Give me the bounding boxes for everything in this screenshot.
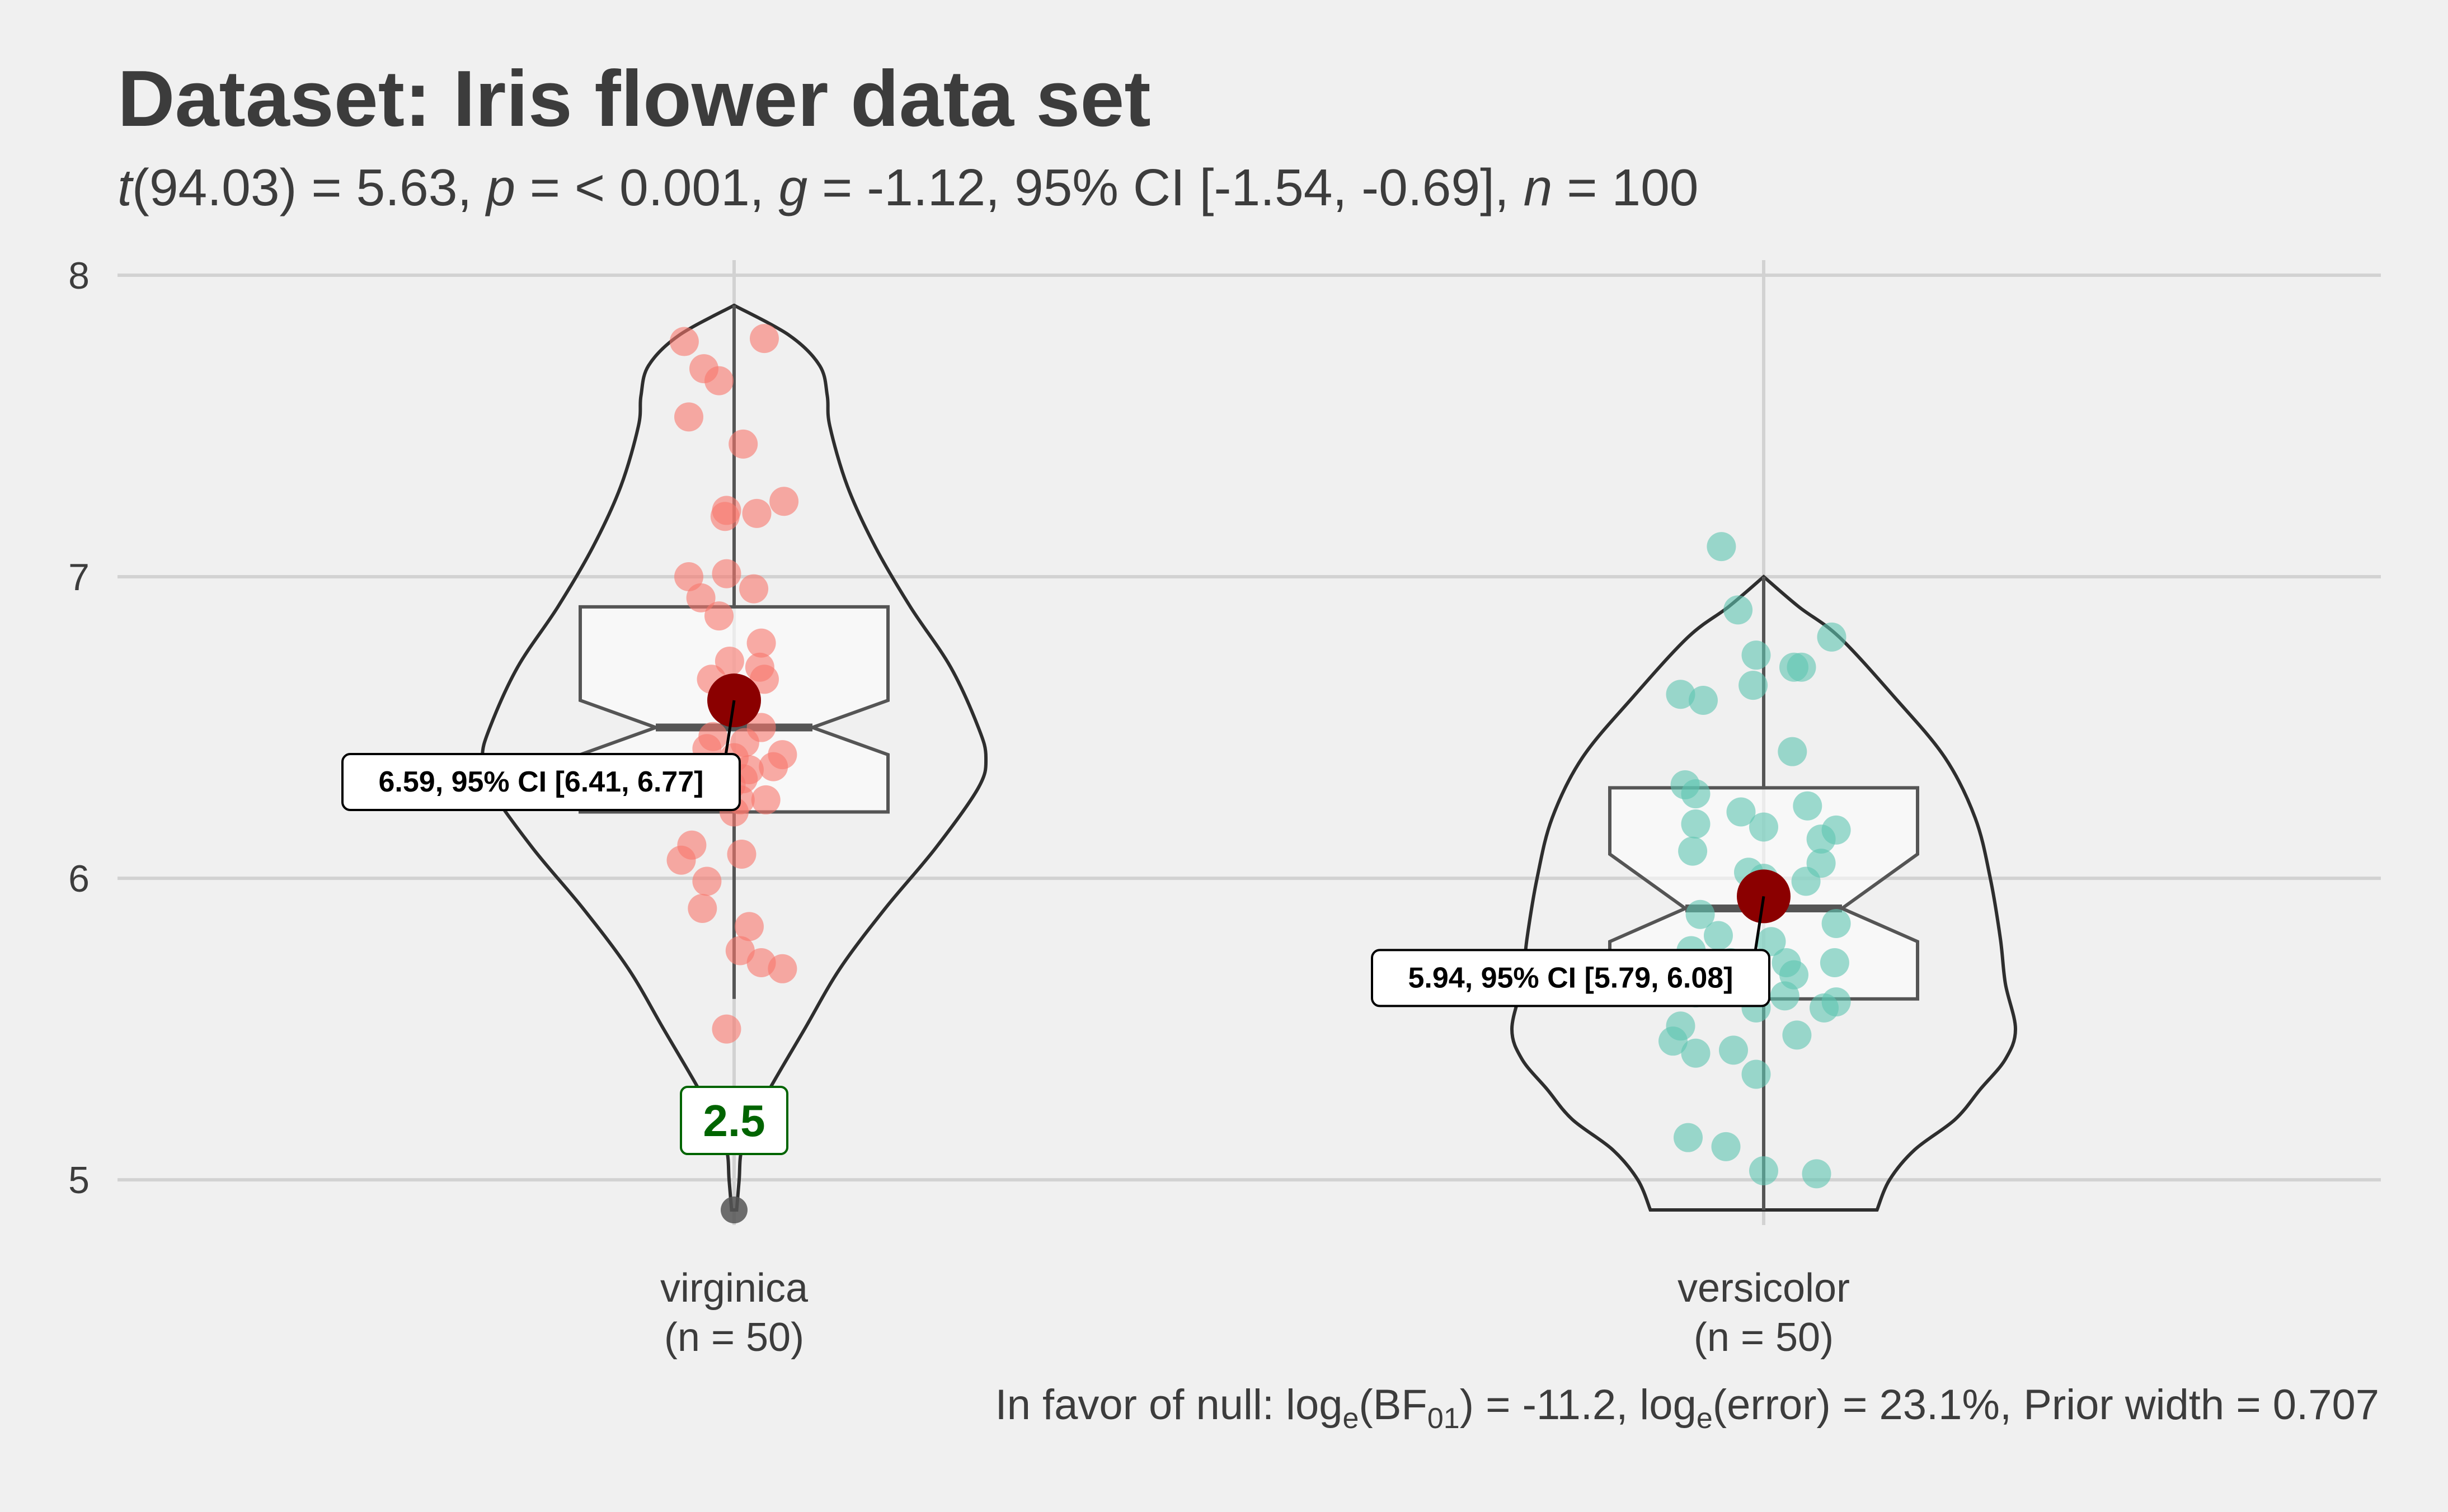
- t-value: (94.03) = 5.63,: [131, 158, 487, 216]
- caption-sub-e2: e: [1696, 1402, 1713, 1435]
- data-point: [1674, 1123, 1703, 1152]
- data-point: [1678, 836, 1708, 866]
- data-point: [1685, 899, 1715, 929]
- data-point: [1689, 686, 1718, 715]
- data-point: [1741, 640, 1771, 670]
- data-point: [704, 366, 734, 395]
- data-point: [674, 562, 703, 592]
- data-point: [1802, 1159, 1831, 1189]
- mean-label-leader: [724, 700, 736, 756]
- data-point: [1756, 927, 1786, 957]
- data-point: [674, 402, 703, 432]
- data-point: [1778, 737, 1807, 766]
- data-point: [704, 601, 734, 631]
- data-point: [751, 785, 781, 814]
- data-point: [710, 502, 740, 531]
- chart-title: Dataset: Iris flower data set: [118, 54, 1151, 143]
- data-point: [1821, 815, 1851, 845]
- data-point: [750, 324, 779, 354]
- n-value: = 100: [1552, 158, 1699, 216]
- data-point: [1749, 1156, 1778, 1185]
- data-point: [666, 845, 696, 875]
- chart-caption: In favor of null: loge(BF01) = -11.2, lo…: [995, 1381, 2379, 1435]
- category-label: virginica: [660, 1266, 809, 1311]
- data-point: [1738, 671, 1768, 700]
- y-tick-label: 5: [68, 1159, 90, 1202]
- data-point: [727, 839, 757, 869]
- labels: 2.56.59, 95% CI [6.41, 6.77]virginica(n …: [341, 700, 1850, 1360]
- data-point: [1726, 797, 1756, 827]
- g-symbol: g: [778, 158, 808, 216]
- data-point: [1681, 1038, 1711, 1068]
- g-value: = -1.12, 95% CI [-1.54, -0.69],: [807, 158, 1524, 216]
- data-point: [1681, 809, 1711, 839]
- data-point: [712, 559, 741, 588]
- n-symbol: n: [1523, 158, 1553, 216]
- data-point: [688, 893, 717, 923]
- data-point: [1707, 532, 1736, 562]
- data-point: [769, 487, 799, 516]
- data-point: [1821, 987, 1851, 1017]
- data-point: [735, 912, 764, 941]
- data-point: [725, 936, 755, 965]
- outlier-label: 2.5: [703, 1096, 765, 1146]
- caption-sub-e1: e: [1342, 1402, 1359, 1435]
- mean-label-box: [1371, 949, 1770, 1007]
- caption-sub-01: 01: [1427, 1402, 1460, 1435]
- data-point: [1791, 866, 1821, 896]
- caption-suffix: (error) = 23.1%, Prior width = 0.707: [1712, 1381, 2379, 1429]
- category-n-label: (n = 50): [1694, 1315, 1834, 1360]
- data-point: [739, 574, 769, 604]
- data-point: [1741, 1059, 1771, 1089]
- data-point: [1787, 652, 1816, 682]
- data-point: [742, 498, 772, 528]
- caption-prefix: In favor of null: log: [995, 1381, 1343, 1429]
- outlier-label-box: [680, 1086, 788, 1156]
- chart-subtitle: t(94.03) = 5.63, p = < 0.001, g = -1.12,…: [118, 158, 1699, 218]
- data-point: [759, 752, 788, 781]
- data-point: [1782, 1020, 1812, 1050]
- data-point: [1711, 1132, 1741, 1161]
- y-tick-label: 6: [68, 858, 90, 900]
- mean-label-box: [341, 753, 741, 812]
- outlier-point: [721, 1197, 748, 1224]
- data-point: [1723, 595, 1753, 625]
- category-label: versicolor: [1678, 1266, 1850, 1311]
- data-point: [1749, 812, 1778, 842]
- data-point: [692, 866, 722, 896]
- category-n-label: (n = 50): [664, 1315, 804, 1360]
- y-tick-label: 7: [68, 556, 90, 599]
- data-point: [1666, 680, 1695, 709]
- t-symbol: t: [118, 158, 132, 216]
- data-point: [1719, 1035, 1748, 1065]
- data-point: [669, 327, 699, 356]
- data-point: [729, 429, 758, 459]
- data-point: [712, 1014, 741, 1044]
- gridlines: 5 6 7 8: [68, 255, 2381, 1225]
- mean-label: 6.59, 95% CI [6.41, 6.77]: [378, 766, 703, 798]
- data-point: [715, 646, 744, 676]
- p-value: = < 0.001,: [515, 158, 779, 216]
- caption-bf: (BF: [1359, 1381, 1427, 1429]
- mean-label: 5.94, 95% CI [5.79, 6.08]: [1408, 962, 1733, 994]
- data-point: [1820, 948, 1849, 978]
- data-point: [686, 583, 716, 613]
- data-point: [1681, 779, 1711, 809]
- p-symbol: p: [486, 158, 515, 216]
- data-point: [1821, 908, 1851, 938]
- data-point: [768, 954, 797, 983]
- data-points: [666, 324, 1851, 1224]
- data-point: [1658, 1026, 1688, 1056]
- y-tick-label: 8: [68, 255, 90, 297]
- data-point: [1704, 921, 1733, 950]
- caption-middle: ) = -11.2, log: [1459, 1381, 1697, 1429]
- mean-label-leader: [1754, 896, 1765, 952]
- data-point: [1770, 981, 1799, 1011]
- data-point: [746, 628, 776, 658]
- data-point: [1793, 791, 1822, 821]
- data-point: [1817, 622, 1846, 652]
